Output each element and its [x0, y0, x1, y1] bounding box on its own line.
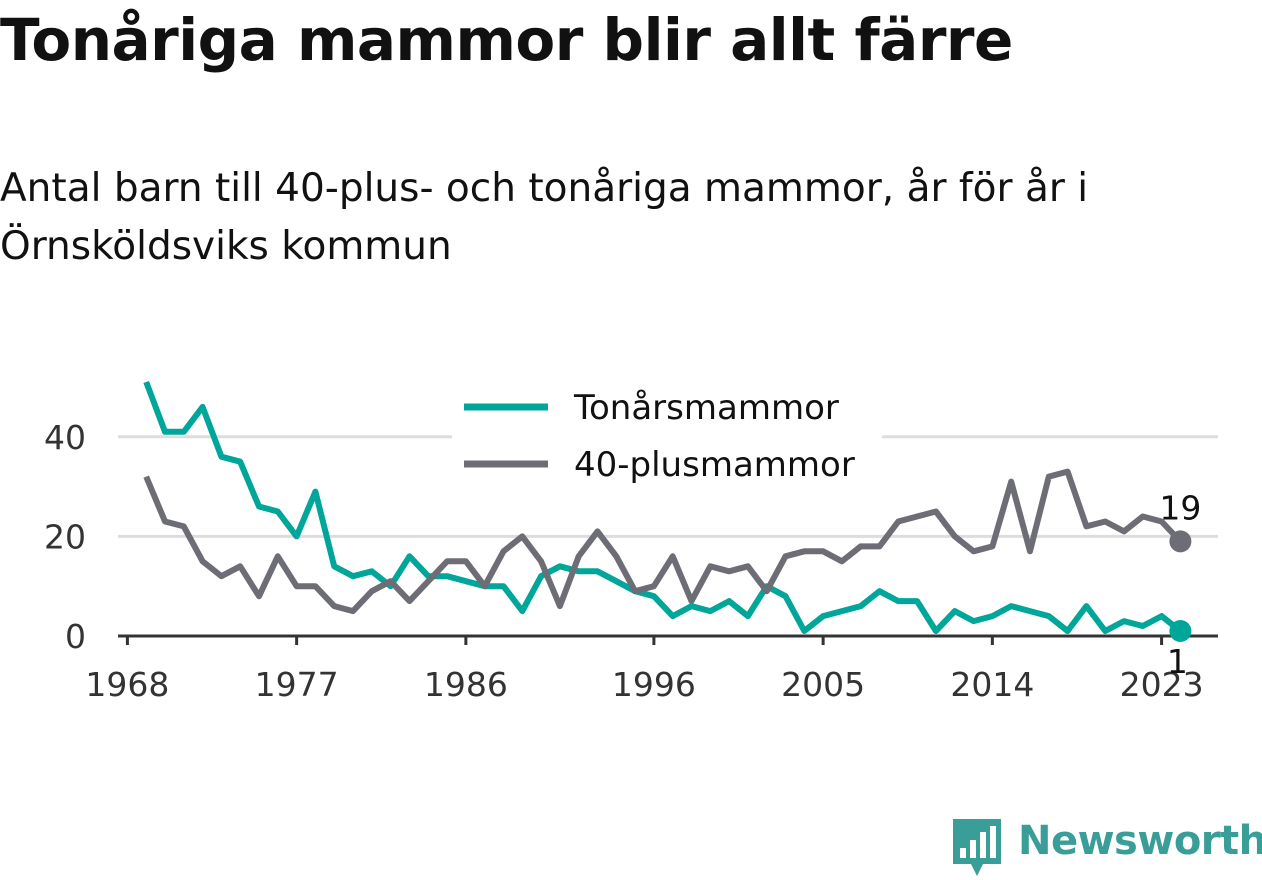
y-tick-label: 0 [65, 617, 86, 656]
legend-label: 40-plusmammor [574, 445, 855, 485]
line-chart: 0 20 40 1968 1977 1986 1996 2005 2014 2023 19 1 Tonå… [44, 380, 1218, 704]
series-line-2 [143, 468, 1183, 615]
x-tick-label: 1977 [255, 665, 339, 704]
newsworthy-logo-icon [953, 819, 1001, 876]
y-tick-label: 40 [44, 418, 86, 457]
x-tick-label: 1996 [612, 665, 696, 704]
chart-subtitle: Antal barn till 40-plus- och tonåriga ma… [0, 166, 1089, 269]
x-tick-label: 1986 [424, 665, 508, 704]
x-tick-label: 2014 [950, 665, 1034, 704]
end-value-label: 1 [1167, 642, 1188, 681]
x-tick-label: 2005 [781, 665, 865, 704]
y-tick-label: 20 [44, 517, 86, 556]
x-tick-label: 1968 [85, 665, 169, 704]
x-tick-label: 2023 [1120, 665, 1204, 704]
brand-name: Newsworthy [1018, 818, 1262, 864]
page-title: Tonåriga mammor blir allt färre [0, 6, 1013, 74]
legend-box [452, 380, 882, 498]
series-line-1 [143, 380, 1183, 634]
series-end-marker [1169, 530, 1192, 553]
series-end-marker [1169, 620, 1192, 643]
end-value-label: 19 [1159, 488, 1201, 527]
legend-label: Tonårsmammor [573, 388, 839, 428]
